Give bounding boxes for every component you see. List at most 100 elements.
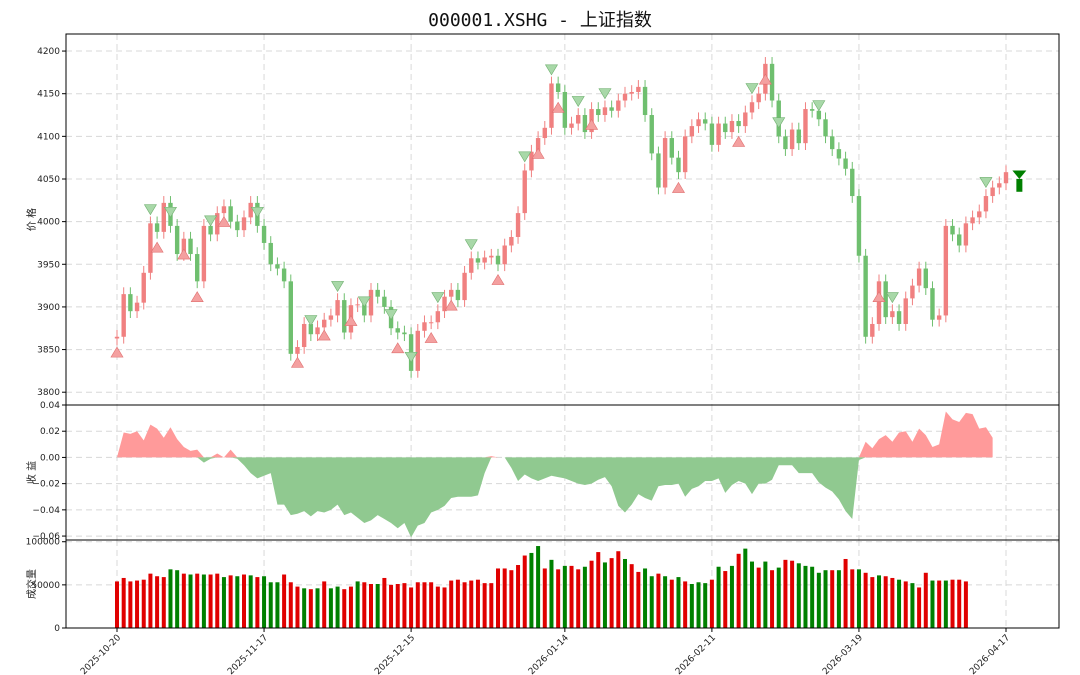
buy-signal-marker: [150, 241, 164, 253]
candle-body: [261, 225, 267, 243]
candle-body: [609, 107, 614, 111]
candle-body: [682, 136, 688, 173]
candle-body: [723, 123, 728, 133]
volume-bar: [516, 565, 521, 628]
candle-body: [856, 196, 862, 256]
volume-bar: [155, 576, 160, 628]
volume-bar: [395, 584, 400, 628]
volume-bar: [288, 582, 293, 628]
candle-body: [843, 158, 848, 169]
volume-bar: [221, 577, 226, 628]
candle-body: [990, 187, 995, 197]
volume-bar: [783, 559, 788, 628]
buy-signal-marker: [444, 299, 458, 311]
sell-signal-marker: [812, 100, 826, 112]
x-tick-label: 2026-04-17: [968, 633, 1012, 675]
volume-bar: [616, 551, 621, 628]
candle-body: [783, 136, 788, 150]
volume-bar: [195, 573, 200, 628]
candle-body: [188, 238, 193, 255]
candle-body: [555, 83, 561, 92]
candle-body: [850, 168, 855, 197]
volume-bar: [175, 570, 180, 628]
candle-body: [749, 102, 755, 113]
candle-body: [268, 242, 273, 265]
candle-body: [883, 281, 888, 318]
volume-bar: [402, 583, 407, 628]
volume-bar: [596, 552, 601, 628]
volume-bar: [429, 582, 434, 628]
volume-bar: [522, 555, 527, 628]
volume-bar: [729, 565, 734, 628]
volume-bar: [255, 577, 260, 628]
candle-body: [515, 213, 521, 237]
candle-body: [1003, 172, 1009, 184]
sell-signal-marker: [331, 281, 345, 293]
volume-bar: [328, 588, 333, 628]
volume-bar: [723, 571, 728, 628]
volume-bar: [295, 586, 300, 628]
volume-bar: [248, 575, 253, 628]
volume-bar: [743, 548, 748, 628]
candle-body: [642, 86, 648, 116]
candle-body: [896, 311, 902, 324]
candle-body: [368, 289, 374, 316]
volume-bar: [148, 573, 153, 628]
candle-body: [529, 151, 534, 171]
x-tick-label: 2025-11-17: [226, 633, 270, 675]
candle-body: [215, 213, 220, 235]
candle-body: [455, 289, 461, 301]
volume-bar: [215, 573, 220, 628]
candle-body: [629, 91, 634, 94]
candle-body: [729, 120, 735, 133]
y-tick-label: 50000: [31, 581, 60, 591]
buy-signal-marker: [585, 118, 599, 130]
candle-body: [241, 217, 247, 231]
candle-body: [957, 234, 962, 246]
volume-bar: [709, 579, 714, 628]
positive-return-area: [117, 411, 993, 458]
volume-bar: [910, 583, 915, 628]
sell-signal-marker: [304, 315, 318, 327]
candle-body: [602, 107, 608, 116]
candle-body: [923, 268, 928, 289]
volume-bar: [509, 570, 514, 628]
volume-bar: [496, 568, 500, 628]
sell-signal-marker: [979, 177, 993, 188]
y-tick-label: 0: [54, 624, 60, 634]
y-tick-label: 100000: [26, 538, 61, 548]
candle-body: [950, 225, 955, 235]
candle-body: [636, 86, 641, 92]
y-tick-label: 4050: [37, 175, 60, 185]
y-tick-label: 4000: [37, 218, 60, 228]
candle-body: [716, 123, 721, 145]
candle-body: [669, 138, 674, 158]
buy-signal-marker: [110, 346, 124, 358]
candle-body: [288, 281, 293, 354]
volume-bar: [529, 552, 534, 628]
volume-bar: [663, 576, 668, 628]
volume-bar: [683, 581, 688, 628]
volume-bar: [656, 573, 661, 628]
candle-body: [736, 120, 741, 127]
candle-body: [128, 294, 133, 312]
candle-body: [469, 258, 474, 273]
volume-bar: [556, 569, 561, 628]
candle-body: [549, 83, 554, 128]
volume-bar: [382, 577, 387, 628]
volume-bar: [489, 583, 494, 628]
candle-body: [228, 206, 233, 222]
candle-body: [836, 149, 842, 159]
volume-bar: [115, 581, 119, 628]
candle-body: [342, 300, 347, 333]
y-tick-label: 0.00: [40, 453, 60, 463]
volume-bar: [850, 569, 855, 628]
volume-bar: [302, 588, 307, 628]
volume-bar: [877, 575, 881, 628]
candle-body: [395, 328, 400, 333]
buy-signal-marker: [424, 332, 438, 343]
y-tick-label: 4100: [37, 132, 60, 142]
candle-body: [375, 289, 380, 297]
candle-body: [495, 255, 501, 265]
y-axis-label: 收 益: [25, 461, 38, 484]
